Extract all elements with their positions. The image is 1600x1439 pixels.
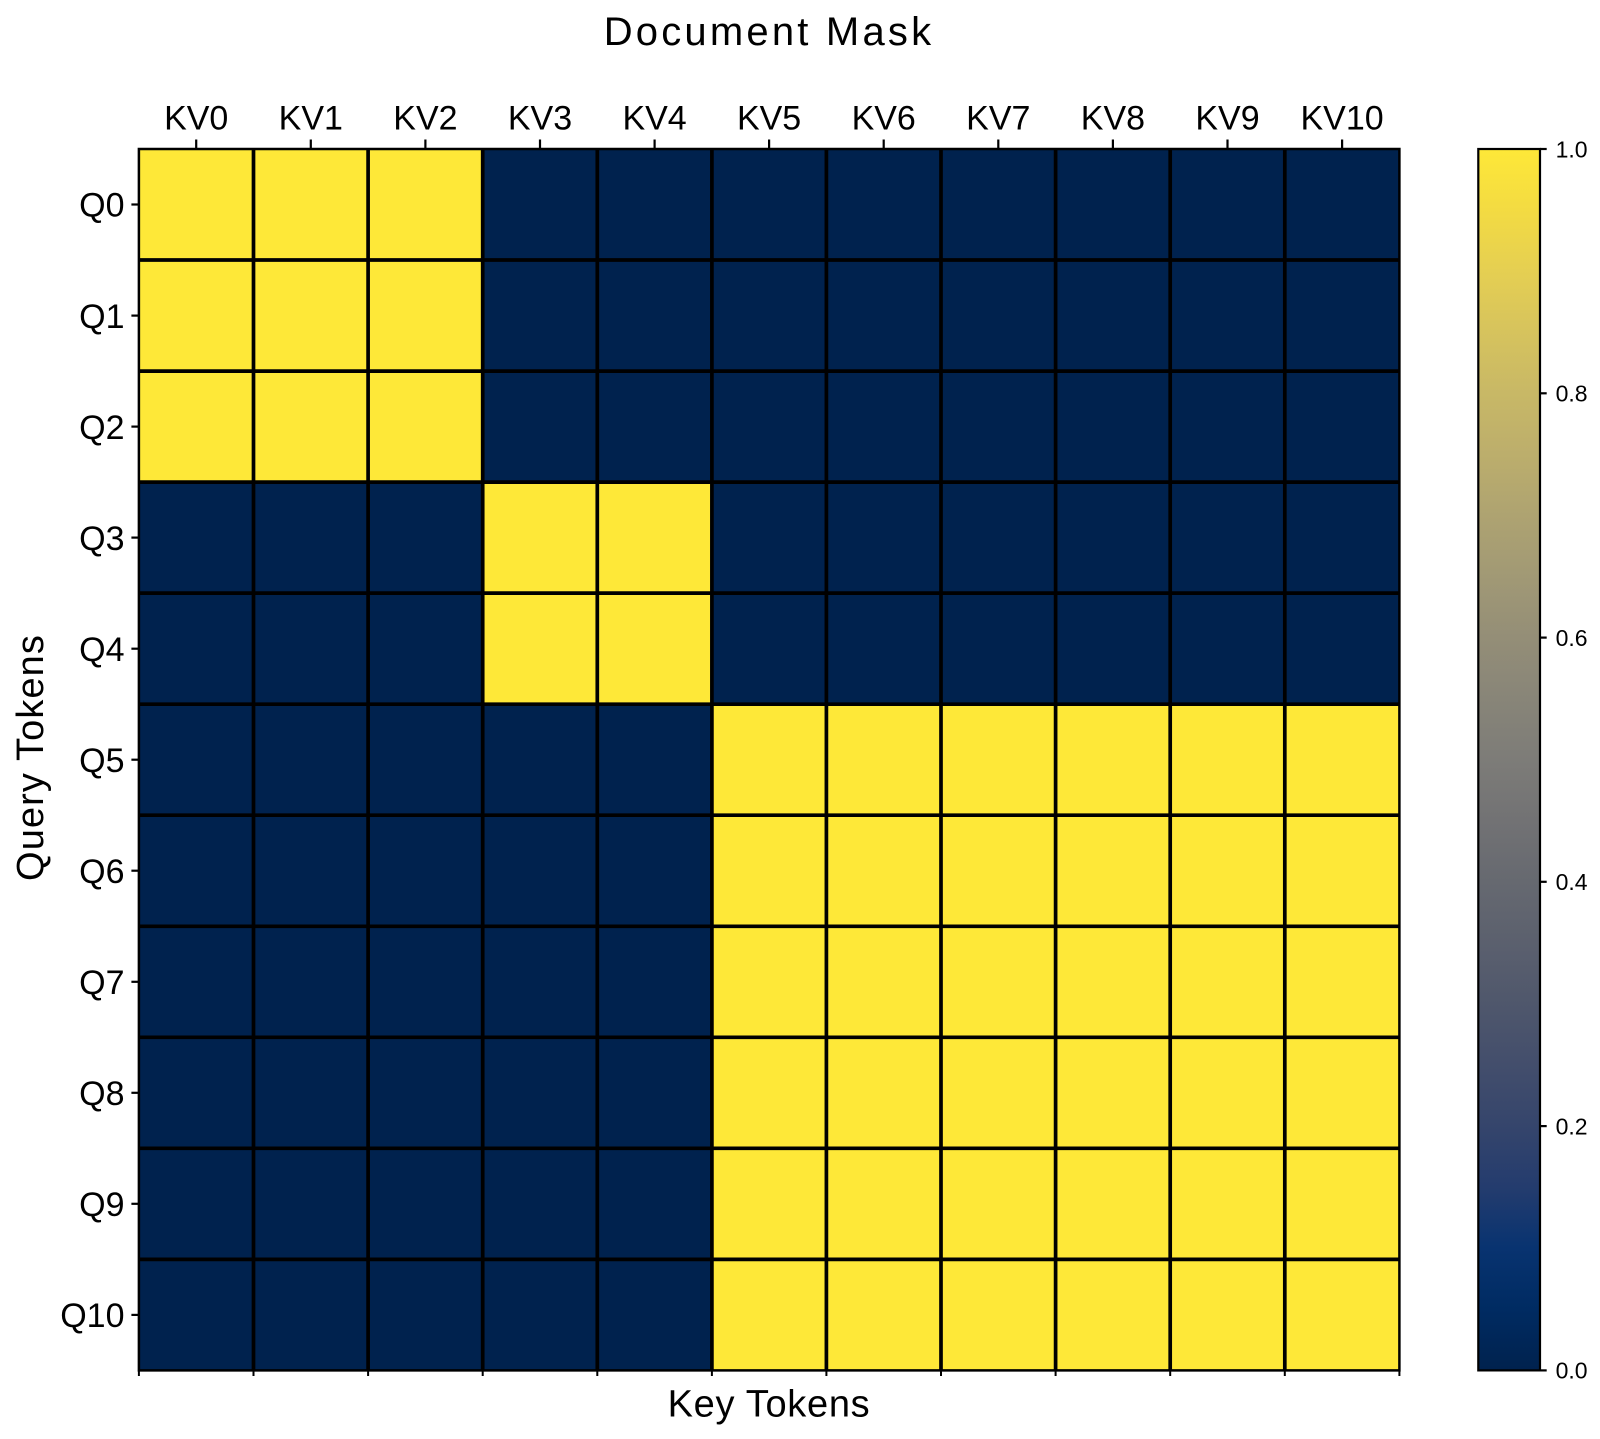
svg-text:Q10: Q10 (60, 1297, 124, 1335)
svg-text:KV0: KV0 (164, 100, 228, 138)
svg-text:Q5: Q5 (79, 742, 124, 780)
svg-text:Q9: Q9 (79, 1186, 124, 1224)
svg-text:KV9: KV9 (1195, 100, 1259, 138)
svg-text:KV8: KV8 (1081, 100, 1145, 138)
svg-text:0.0: 0.0 (1556, 1358, 1588, 1384)
svg-text:KV4: KV4 (622, 100, 686, 138)
svg-text:Q7: Q7 (79, 964, 124, 1002)
svg-text:Q0: Q0 (79, 187, 124, 225)
svg-text:Q3: Q3 (79, 520, 124, 558)
svg-text:Q8: Q8 (79, 1075, 124, 1113)
svg-text:KV2: KV2 (393, 100, 457, 138)
svg-text:Document Mask: Document Mask (604, 10, 935, 54)
svg-text:KV6: KV6 (852, 100, 916, 138)
svg-text:KV3: KV3 (508, 100, 572, 138)
svg-text:Q2: Q2 (79, 409, 124, 447)
svg-text:Key Tokens: Key Tokens (668, 1384, 871, 1426)
svg-text:KV7: KV7 (966, 100, 1030, 138)
svg-text:Query Tokens: Query Tokens (10, 634, 52, 881)
svg-text:0.8: 0.8 (1556, 381, 1588, 407)
svg-text:0.2: 0.2 (1556, 1113, 1588, 1139)
svg-text:1.0: 1.0 (1556, 136, 1588, 162)
svg-text:KV10: KV10 (1301, 100, 1384, 138)
svg-text:Q6: Q6 (79, 853, 124, 891)
svg-text:Q1: Q1 (79, 298, 124, 336)
svg-text:KV1: KV1 (279, 100, 343, 138)
svg-text:Q4: Q4 (79, 631, 124, 669)
svg-text:KV5: KV5 (737, 100, 801, 138)
svg-text:0.6: 0.6 (1556, 625, 1588, 651)
svg-text:0.4: 0.4 (1556, 869, 1588, 895)
